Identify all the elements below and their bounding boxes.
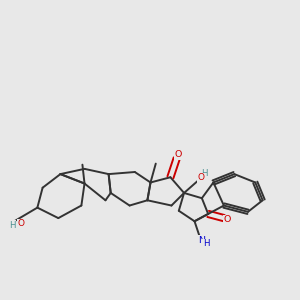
Text: N: N bbox=[198, 236, 205, 244]
Text: H: H bbox=[201, 169, 208, 178]
Text: H: H bbox=[10, 220, 16, 230]
Text: H: H bbox=[203, 239, 209, 248]
Text: O: O bbox=[223, 215, 231, 224]
Text: O: O bbox=[175, 150, 182, 159]
Text: O: O bbox=[198, 173, 205, 182]
Text: O: O bbox=[18, 219, 25, 228]
